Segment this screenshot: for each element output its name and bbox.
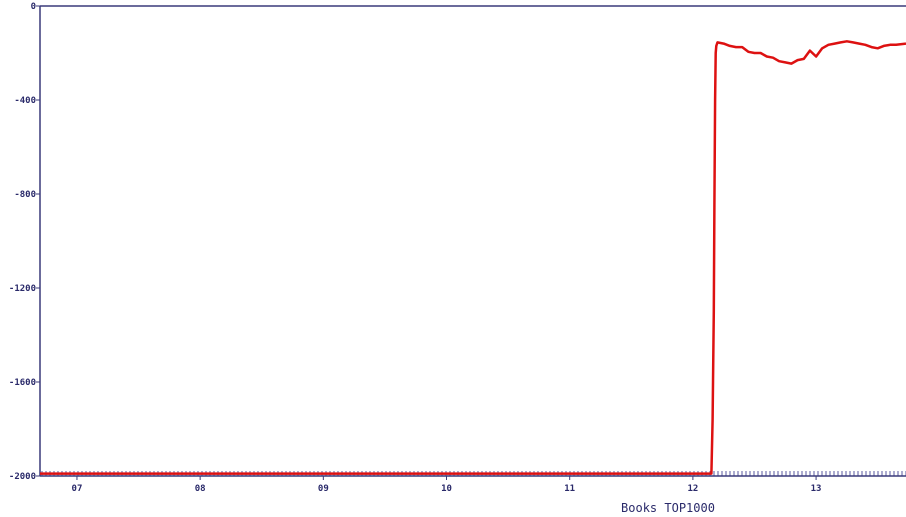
y-tick-label: 0 <box>31 2 36 12</box>
y-tick-label: -1600 <box>9 378 36 388</box>
y-tick-label: -400 <box>14 96 36 106</box>
x-axis-label: Books TOP1000 <box>621 501 715 515</box>
x-tick-label: 12 <box>687 484 698 494</box>
x-tick-label: 07 <box>72 484 83 494</box>
x-tick-label: 09 <box>318 484 329 494</box>
y-ticks: 0 -400 -800 -1200 -1600 -2000 <box>9 2 40 482</box>
y-tick-label: -2000 <box>9 472 36 482</box>
series-line <box>40 40 906 475</box>
x-tick-label: 13 <box>811 484 822 494</box>
x-tick-label: 08 <box>195 484 206 494</box>
x-ticks: 07 08 09 10 11 12 13 <box>72 476 822 494</box>
y-tick-label: -800 <box>14 190 36 200</box>
x-tick-label: 10 <box>441 484 452 494</box>
x-tick-label: 11 <box>564 484 575 494</box>
y-tick-label: -1200 <box>9 284 36 294</box>
